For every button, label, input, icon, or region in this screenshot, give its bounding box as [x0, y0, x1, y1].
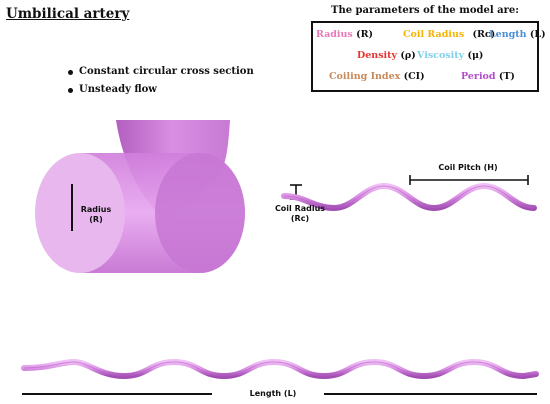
param-name: Length	[489, 29, 527, 40]
coil-pitch-marker	[409, 175, 529, 185]
param-symbol: (CI)	[403, 71, 425, 82]
radius-label-text: Radius	[80, 205, 112, 214]
page-title: Umbilical artery	[6, 6, 130, 22]
param-density: Density (ρ)	[357, 50, 416, 61]
param-symbol: (μ)	[467, 50, 484, 61]
bullet-icon	[68, 87, 73, 93]
artery-back-cap	[155, 153, 245, 273]
params-heading: The parameters of the model are:	[331, 5, 519, 16]
coil-wave-lower-edge	[23, 361, 537, 377]
bullet-item-cross-section: Constant circular cross section	[68, 63, 254, 81]
bullet-text: Unsteady flow	[79, 84, 157, 95]
coil-radius-label-text: Coil Radius	[274, 204, 326, 213]
coil-radius-label: Coil Radius (Rc)	[270, 204, 330, 224]
param-length: Length (L)	[489, 29, 546, 40]
param-coiling-index: Coiling Index (CI)	[329, 71, 425, 82]
param-period: Period (T)	[461, 71, 515, 82]
param-radius: Radius (R)	[316, 29, 373, 40]
coil-radius-label-symbol: (Rc)	[290, 214, 310, 223]
length-label: Length (L)	[249, 389, 297, 398]
bullet-list: Constant circular cross section Unsteady…	[68, 63, 254, 99]
coil-wave-upper-edge	[283, 185, 535, 209]
bullet-icon	[68, 69, 73, 75]
bullet-item-unsteady-flow: Unsteady flow	[68, 81, 254, 99]
param-symbol: (Rc)	[472, 29, 496, 40]
param-name: Coil Radius	[403, 29, 465, 40]
param-name: Radius	[316, 29, 353, 40]
param-coil-radius: Coil Radius (Rc)	[403, 29, 495, 40]
params-box: Radius (R) Coil Radius (Rc) Length (L) D…	[311, 21, 546, 92]
param-symbol: (R)	[356, 29, 373, 40]
radius-label: Radius (R)	[74, 205, 118, 225]
param-name: Period	[461, 71, 496, 82]
param-symbol: (L)	[529, 29, 546, 40]
param-viscosity: Viscosity (μ)	[417, 50, 483, 61]
param-symbol: (ρ)	[400, 50, 416, 61]
bullet-text: Constant circular cross section	[79, 66, 254, 77]
param-name: Density	[357, 50, 398, 61]
param-name: Viscosity	[417, 50, 465, 61]
radius-label-symbol: (R)	[89, 215, 103, 224]
param-name: Coiling Index	[329, 71, 401, 82]
coil-pitch-label: Coil Pitch (H)	[438, 163, 498, 172]
artery-cross-section	[35, 153, 125, 273]
param-symbol: (T)	[498, 71, 515, 82]
